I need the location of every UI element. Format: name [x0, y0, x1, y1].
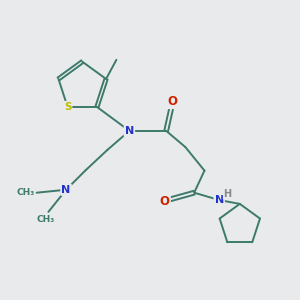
Text: O: O — [160, 195, 170, 208]
Text: S: S — [64, 102, 71, 112]
Text: CH₃: CH₃ — [16, 188, 34, 197]
Text: CH₃: CH₃ — [36, 215, 55, 224]
Text: N: N — [61, 185, 71, 195]
Text: N: N — [214, 195, 224, 205]
Text: O: O — [167, 95, 177, 108]
Text: N: N — [125, 126, 134, 136]
Text: H: H — [224, 189, 232, 199]
